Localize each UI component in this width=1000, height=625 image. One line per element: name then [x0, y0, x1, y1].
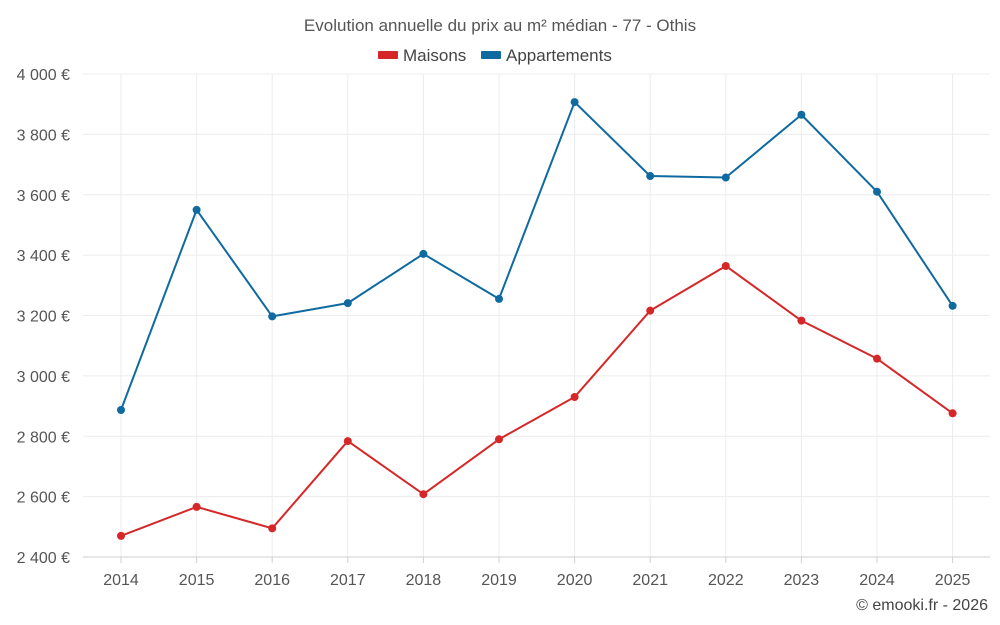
series-line-appartements: [120, 101, 954, 411]
x-axis: 2014 2015 2016 2017 2018 2019 2020 2021 2022 2023…: [83, 556, 990, 589]
y-tick-label: 2 600 €: [17, 490, 70, 507]
grid: [83, 73, 990, 558]
x-tick-label: 2017: [330, 572, 366, 589]
legend-label-maisons: Maisons: [403, 46, 466, 65]
data-point-maisons[interactable]: [948, 409, 957, 418]
x-tick-label: 2025: [935, 572, 971, 589]
x-tick-label: 2022: [708, 572, 744, 589]
data-point-appartements[interactable]: [873, 187, 881, 196]
data-point-appartements[interactable]: [268, 312, 277, 321]
x-tick-label: 2023: [784, 572, 820, 589]
data-point-maisons[interactable]: [419, 490, 428, 499]
legend-item-appartements[interactable]: Appartements: [481, 46, 612, 65]
x-tick-label: 2024: [859, 572, 895, 589]
x-tick-label: 2014: [103, 572, 139, 589]
y-tick-label: 4 000 €: [17, 67, 70, 84]
data-point-appartements[interactable]: [570, 98, 579, 107]
data-point-maisons[interactable]: [873, 354, 881, 363]
series: [117, 98, 957, 540]
x-tick-label: 2020: [557, 572, 593, 589]
y-tick-label: 3 800 €: [17, 127, 70, 144]
x-tick-label: 2021: [632, 572, 668, 589]
y-tick-label: 2 400 €: [17, 550, 70, 567]
data-point-maisons[interactable]: [343, 437, 352, 446]
data-point-appartements[interactable]: [117, 405, 125, 414]
data-point-appartements[interactable]: [797, 110, 806, 119]
data-point-appartements[interactable]: [495, 294, 503, 303]
x-tick-label: 2018: [406, 572, 442, 589]
data-point-maisons[interactable]: [721, 261, 730, 270]
y-tick-label: 3 200 €: [17, 309, 70, 326]
data-point-appartements[interactable]: [343, 299, 352, 308]
legend-swatch-maisons: [378, 51, 398, 59]
legend: Maisons Appartements: [378, 46, 612, 65]
data-point-appartements[interactable]: [721, 173, 730, 182]
chart-title: Evolution annuelle du prix au m² médian …: [304, 16, 696, 35]
data-point-appartements[interactable]: [646, 172, 655, 181]
x-tick-label: 2019: [481, 572, 517, 589]
legend-item-maisons[interactable]: Maisons: [378, 46, 466, 65]
data-point-appartements[interactable]: [192, 205, 201, 214]
y-tick-label: 3 400 €: [17, 248, 70, 265]
credit-text: © emooki.fr - 2026: [856, 597, 988, 614]
y-tick-label: 2 800 €: [17, 429, 70, 446]
data-point-appartements[interactable]: [419, 249, 428, 258]
legend-swatch-appartements: [481, 51, 501, 59]
legend-label-appartements: Appartements: [506, 46, 612, 65]
y-tick-label: 3 600 €: [17, 188, 70, 205]
data-point-maisons[interactable]: [570, 393, 579, 402]
data-point-maisons[interactable]: [268, 524, 277, 533]
data-point-maisons[interactable]: [117, 531, 125, 540]
data-point-maisons[interactable]: [797, 316, 806, 325]
data-point-maisons[interactable]: [495, 435, 503, 444]
data-point-maisons[interactable]: [646, 306, 655, 315]
series-line-maisons: [120, 264, 954, 537]
y-axis: 2 400 € 2 600 € 2 800 € 3 000 € 3 200 € 3 400…: [17, 67, 70, 567]
y-tick-label: 3 000 €: [17, 369, 70, 386]
data-point-appartements[interactable]: [948, 301, 957, 310]
x-tick-label: 2016: [254, 572, 290, 589]
x-tick-label: 2015: [179, 572, 215, 589]
data-point-maisons[interactable]: [192, 502, 201, 511]
